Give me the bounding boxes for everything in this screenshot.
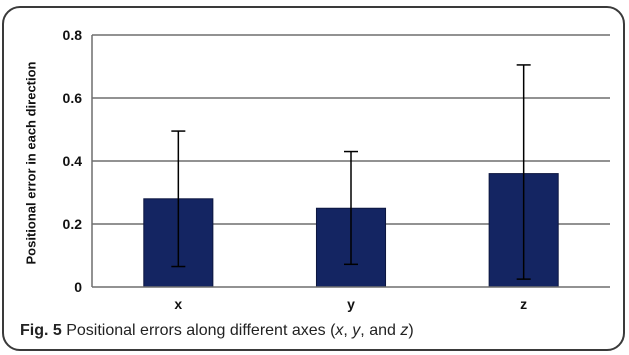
- y-tick-label-1: 0.2: [63, 216, 83, 232]
- figure-label: Fig. 5: [20, 322, 62, 339]
- caption-y: y: [352, 322, 361, 339]
- x-tick-label-z: z: [520, 296, 527, 312]
- x-tick-label-x: x: [174, 296, 182, 312]
- caption-x: x: [335, 322, 344, 339]
- caption-sep1: ,: [343, 322, 353, 339]
- x-tick-label-y: y: [347, 296, 355, 312]
- y-tick-label-3: 0.6: [63, 90, 83, 106]
- caption-text-before: Positional errors along different axes (: [61, 322, 336, 339]
- caption-text-after: ): [408, 322, 414, 339]
- y-tick-labels: 0 0.2 0.4 0.6 0.8: [63, 27, 83, 295]
- figure-caption: Fig. 5 Positional errors along different…: [20, 322, 414, 340]
- caption-z: z: [400, 322, 409, 339]
- y-tick-label-2: 0.4: [63, 153, 83, 169]
- y-tick-label-0: 0: [74, 279, 82, 295]
- axes: [91, 35, 610, 288]
- y-tick-label-4: 0.8: [63, 27, 83, 43]
- x-tick-labels: x y z: [174, 296, 527, 312]
- error-bars: [171, 64, 531, 280]
- y-axis-label: Positional error in each direction: [23, 61, 39, 265]
- caption-sep2: , and: [360, 322, 401, 339]
